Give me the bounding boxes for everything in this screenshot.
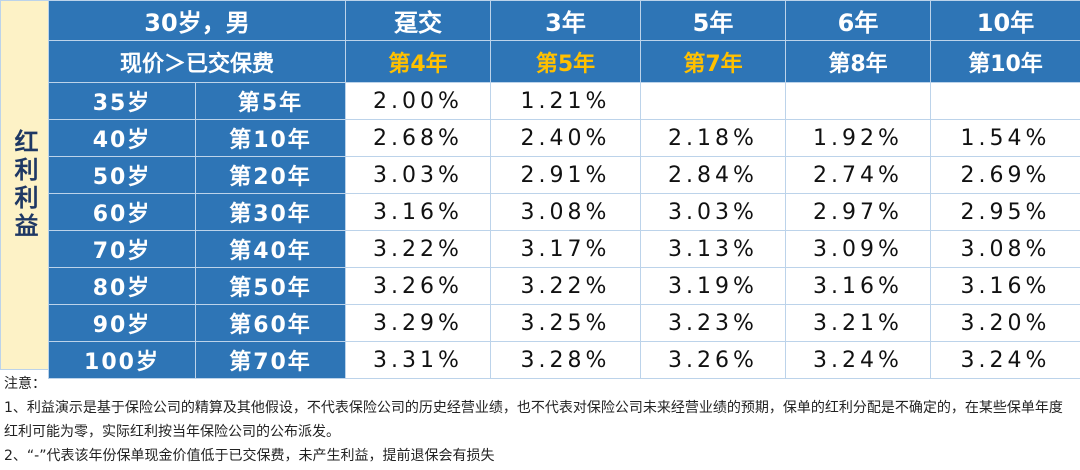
- value-cell: [930, 82, 1080, 120]
- row-label-cell: 70岁: [48, 230, 196, 268]
- value-cell: 2.74%: [785, 156, 931, 194]
- value-cell: 3.25%: [490, 304, 641, 342]
- header-cell: 趸交: [345, 0, 491, 41]
- value-cell: 2.18%: [640, 119, 786, 157]
- value-cell: 3.22%: [490, 267, 641, 305]
- note-line: 注意：: [4, 376, 46, 392]
- row-label-cell: 100岁: [48, 341, 196, 379]
- row-label-cell: 50岁: [48, 156, 196, 194]
- data-row: 35岁 第5年 2.00% 1.21%: [48, 82, 1080, 120]
- value-cell: 1.21%: [490, 82, 641, 120]
- value-cell: 3.24%: [785, 341, 931, 379]
- value-cell: 3.31%: [345, 341, 491, 379]
- value-cell: 2.40%: [490, 119, 641, 157]
- value-cell: 3.03%: [640, 193, 786, 231]
- value-cell: 2.91%: [490, 156, 641, 194]
- header-cell: 第8年: [785, 40, 931, 83]
- side-label-cell: 红利利益: [0, 0, 49, 370]
- data-row: 70岁 第40年 3.22% 3.17% 3.13% 3.09% 3.08%: [48, 230, 1080, 268]
- value-cell: 2.95%: [930, 193, 1080, 231]
- data-row: 80岁 第50年 3.26% 3.22% 3.19% 3.16% 3.16%: [48, 267, 1080, 305]
- row-label-cell: 60岁: [48, 193, 196, 231]
- row-label-cell: 第40年: [195, 230, 346, 268]
- value-cell: 3.29%: [345, 304, 491, 342]
- value-cell: [640, 82, 786, 120]
- row-label-cell: 第20年: [195, 156, 346, 194]
- header-cell: 现价＞已交保费: [48, 40, 346, 83]
- row-label-cell: 第10年: [195, 119, 346, 157]
- row-label-cell: 40岁: [48, 119, 196, 157]
- value-cell: 3.21%: [785, 304, 931, 342]
- side-label: 红利利益: [10, 129, 38, 241]
- row-label-cell: 第30年: [195, 193, 346, 231]
- value-cell: 1.54%: [930, 119, 1080, 157]
- data-row: 100岁 第70年 3.31% 3.28% 3.26% 3.24% 3.24%: [48, 341, 1080, 379]
- value-cell: 3.24%: [930, 341, 1080, 379]
- data-table: 30岁，男 趸交 3年 5年 6年 10年 现价＞已交保费 第4年 第5年 第7年 第8年 第10年 3…: [48, 0, 1080, 379]
- row-label-cell: 第5年: [195, 82, 346, 120]
- row-label-cell: 第60年: [195, 304, 346, 342]
- value-cell: 3.19%: [640, 267, 786, 305]
- value-cell: 3.17%: [490, 230, 641, 268]
- note-line: 2、“-”代表该年份保单现金价值低于已交保费，未产生利益，提前退保会有损失: [4, 448, 495, 464]
- table-body: 30岁，男 趸交 3年 5年 6年 10年 现价＞已交保费 第4年 第5年 第7年 第8年 第10年 3…: [48, 0, 1080, 379]
- row-label-cell: 80岁: [48, 267, 196, 305]
- value-cell: 1.92%: [785, 119, 931, 157]
- value-cell: 3.08%: [930, 230, 1080, 268]
- value-cell: [785, 82, 931, 120]
- value-cell: 3.16%: [345, 193, 491, 231]
- notes: 注意： 1、利益演示是基于保险公司的精算及其他假设，不代表保险公司的历史经营业绩，…: [4, 372, 1076, 468]
- value-cell: 3.20%: [930, 304, 1080, 342]
- value-cell: 3.16%: [785, 267, 931, 305]
- value-cell: 3.03%: [345, 156, 491, 194]
- value-cell: 3.08%: [490, 193, 641, 231]
- header-cell: 5年: [640, 0, 786, 41]
- row-label-cell: 90岁: [48, 304, 196, 342]
- data-row: 60岁 第30年 3.16% 3.08% 3.03% 2.97% 2.95%: [48, 193, 1080, 231]
- value-cell: 2.68%: [345, 119, 491, 157]
- value-cell: 3.26%: [345, 267, 491, 305]
- header-cell: 第7年: [640, 40, 786, 83]
- value-cell: 2.69%: [930, 156, 1080, 194]
- header-cell: 第10年: [930, 40, 1080, 83]
- row-label-cell: 第50年: [195, 267, 346, 305]
- header-row: 30岁，男 趸交 3年 5年 6年 10年: [48, 0, 1080, 41]
- header-cell: 10年: [930, 0, 1080, 41]
- data-row: 90岁 第60年 3.29% 3.25% 3.23% 3.21% 3.20%: [48, 304, 1080, 342]
- value-cell: 2.00%: [345, 82, 491, 120]
- header-cell: 第4年: [345, 40, 491, 83]
- header-cell: 6年: [785, 0, 931, 41]
- value-cell: 3.09%: [785, 230, 931, 268]
- value-cell: 2.97%: [785, 193, 931, 231]
- value-cell: 3.28%: [490, 341, 641, 379]
- note-line: 1、利益演示是基于保险公司的精算及其他假设，不代表保险公司的历史经营业绩，也不代…: [4, 400, 1063, 440]
- value-cell: 2.84%: [640, 156, 786, 194]
- header-row: 现价＞已交保费 第4年 第5年 第7年 第8年 第10年: [48, 40, 1080, 83]
- header-cell: 30岁，男: [48, 0, 346, 41]
- value-cell: 3.13%: [640, 230, 786, 268]
- row-label-cell: 35岁: [48, 82, 196, 120]
- value-cell: 3.22%: [345, 230, 491, 268]
- header-cell: 3年: [490, 0, 641, 41]
- header-cell: 第5年: [490, 40, 641, 83]
- value-cell: 3.23%: [640, 304, 786, 342]
- value-cell: 3.16%: [930, 267, 1080, 305]
- value-cell: 3.26%: [640, 341, 786, 379]
- data-row: 40岁 第10年 2.68% 2.40% 2.18% 1.92% 1.54%: [48, 119, 1080, 157]
- data-row: 50岁 第20年 3.03% 2.91% 2.84% 2.74% 2.69%: [48, 156, 1080, 194]
